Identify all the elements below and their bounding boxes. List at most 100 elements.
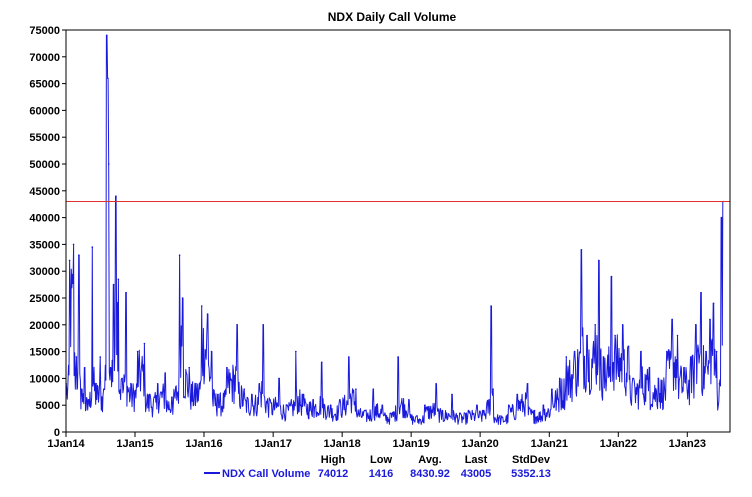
data-point — [78, 254, 80, 256]
y-tick-label: 65000 — [29, 79, 60, 91]
data-point — [156, 382, 159, 385]
y-axis: 0 5000 10000 15000 20000 25000 30000 35000 40000… — [29, 25, 66, 439]
data-point — [195, 382, 197, 385]
data-point — [262, 324, 264, 326]
y-tick-label: 50000 — [29, 159, 60, 171]
data-point — [700, 291, 702, 294]
data-point — [621, 324, 624, 326]
x-tick-label: 1Jan19 — [392, 438, 429, 450]
data-point — [109, 366, 112, 369]
data-point — [91, 246, 94, 248]
data-point — [586, 334, 588, 337]
data-point — [602, 356, 605, 358]
data-point — [458, 412, 461, 415]
data-point — [627, 345, 630, 348]
data-point — [580, 248, 583, 251]
data-point — [558, 377, 561, 380]
data-point — [610, 275, 613, 278]
y-tick-label: 35000 — [29, 239, 60, 251]
y-tick-label: 5000 — [36, 400, 60, 412]
x-tick-label: 1Jan14 — [47, 438, 85, 450]
x-tick-label: 1Jan21 — [531, 438, 568, 450]
data-point — [694, 324, 697, 326]
data-point — [508, 404, 510, 407]
y-tick-label: 55000 — [29, 132, 60, 144]
data-point — [594, 324, 597, 326]
data-point — [416, 415, 418, 417]
data-point — [278, 377, 280, 380]
data-point — [467, 409, 470, 412]
data-point — [715, 350, 718, 353]
x-tick-label: 1Jan18 — [323, 438, 360, 450]
stat-header: Low — [370, 454, 392, 466]
data-point — [87, 399, 90, 401]
data-point — [217, 393, 219, 396]
y-tick-label: 30000 — [29, 266, 60, 278]
data-point — [573, 350, 576, 353]
data-point — [106, 77, 109, 80]
data-point — [389, 412, 392, 415]
data-point — [80, 388, 83, 390]
data-point — [258, 382, 261, 385]
data-point — [381, 404, 384, 407]
summary-stats: High 74012 Low 1416 Avg. 8430.92 Last 43005 StdD… — [318, 454, 551, 480]
x-axis: 1Jan14 1Jan15 1Jan16 1Jan17 1Jan18 1Jan19 1Jan… — [47, 432, 706, 450]
data-point — [632, 377, 634, 380]
data-point — [451, 393, 453, 396]
stat-value: 5352.13 — [511, 468, 551, 480]
y-tick-label: 45000 — [29, 186, 60, 198]
data-point — [648, 366, 651, 369]
data-point — [408, 399, 410, 401]
y-tick-label: 10000 — [29, 373, 60, 385]
y-tick-label: 60000 — [29, 105, 60, 117]
data-point — [72, 243, 75, 246]
stat-header: Last — [465, 454, 488, 466]
data-point — [143, 342, 146, 345]
legend: NDX Call Volume — [204, 468, 310, 480]
data-point — [99, 356, 102, 358]
data-point — [171, 396, 173, 398]
data-point — [565, 356, 568, 358]
data-point — [103, 388, 105, 390]
stat-header: StdDev — [512, 454, 551, 466]
data-point — [130, 382, 132, 385]
data-point — [188, 366, 191, 369]
data-point — [250, 393, 253, 396]
data-point — [210, 350, 213, 353]
data-point — [136, 350, 139, 353]
data-point — [200, 305, 203, 307]
data-point — [499, 415, 501, 417]
data-point — [75, 356, 78, 358]
data-point — [490, 305, 492, 307]
data-point — [397, 356, 399, 358]
data-point — [106, 34, 108, 37]
data-point — [243, 388, 246, 390]
data-point — [676, 334, 679, 337]
data-point — [614, 334, 616, 337]
data-point — [115, 195, 117, 197]
data-point — [355, 388, 357, 390]
data-point — [705, 350, 707, 353]
data-point — [435, 382, 437, 385]
y-tick-label: 70000 — [29, 52, 60, 64]
data-point — [492, 388, 494, 390]
data-point — [320, 361, 323, 364]
data-point — [424, 404, 426, 407]
y-tick-label: 25000 — [29, 293, 60, 305]
data-point — [551, 388, 553, 390]
data-point — [121, 377, 123, 380]
data-point — [117, 278, 120, 281]
stat-value: 74012 — [318, 468, 349, 480]
data-point — [542, 404, 545, 407]
data-point — [236, 324, 238, 326]
x-tick-label: 1Jan22 — [600, 438, 637, 450]
data-point — [364, 409, 366, 412]
data-point — [112, 283, 115, 286]
y-tick-label: 0 — [54, 427, 60, 439]
chart-title: NDX Daily Call Volume — [328, 10, 457, 24]
data-point — [683, 366, 685, 369]
stat-value: 1416 — [369, 468, 393, 480]
data-point — [181, 297, 184, 299]
data-point — [533, 409, 536, 412]
